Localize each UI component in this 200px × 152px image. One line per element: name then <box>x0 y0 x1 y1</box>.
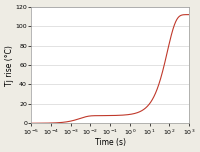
Y-axis label: Tj rise (°C): Tj rise (°C) <box>5 45 14 86</box>
X-axis label: Time (s): Time (s) <box>95 138 126 147</box>
